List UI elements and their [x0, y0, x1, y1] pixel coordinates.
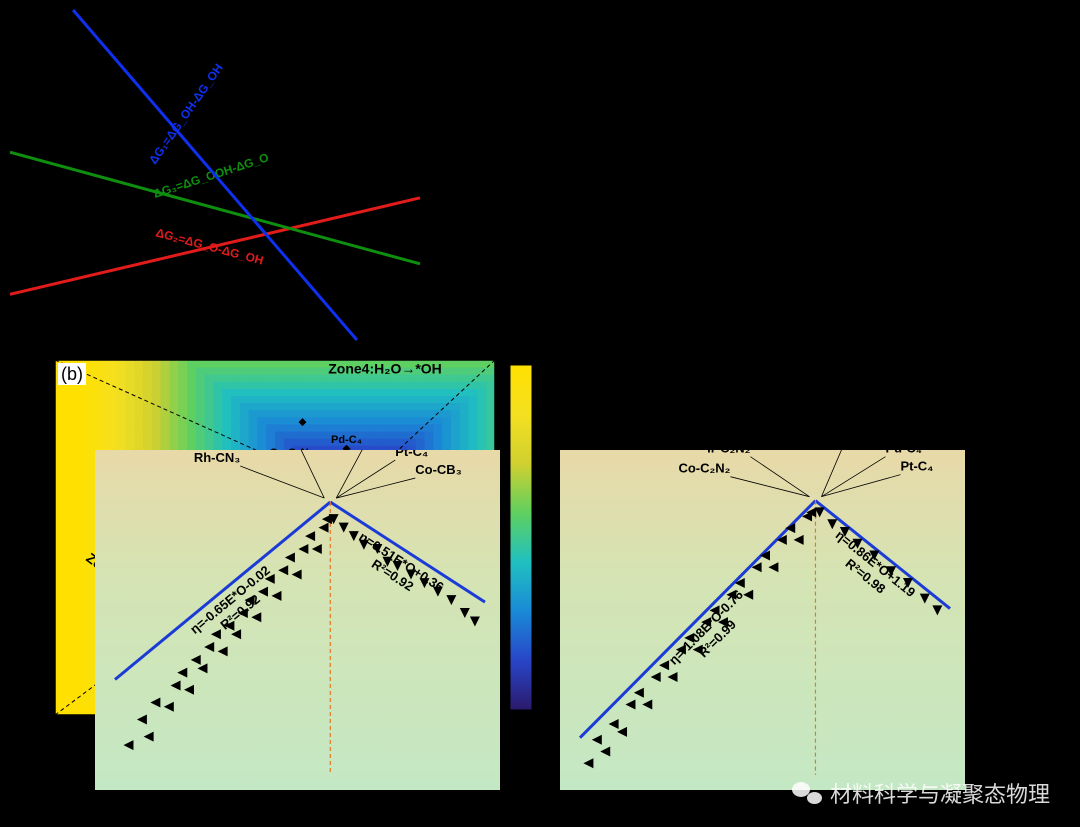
panel-c: η=-0.65E*O-0.02R²=0.92η=0.51E*O+0.36R²=0… [95, 450, 500, 790]
panel-a: ΔG₂=ΔG_O-ΔG_OH ΔG₃=ΔG_OOH-ΔG_OΔG₁=ΔG_OH-Δ… [0, 0, 430, 350]
svg-text:ΔG₂=ΔG_O-ΔG_OH: ΔG₂=ΔG_O-ΔG_OH [154, 225, 265, 267]
watermark-text: 材料科学与凝聚态物理 [830, 777, 1050, 809]
svg-text:-1.0: -1.0 [30, 578, 48, 589]
svg-text:1: 1 [539, 653, 546, 668]
panel-d: η=-1.08E*O-0.76R²=0.99η=0.86E*O+1.19R²=0… [560, 450, 965, 790]
svg-text:-0.5: -0.5 [30, 556, 48, 567]
svg-text:3: 3 [539, 456, 546, 471]
svg-text:-3.0: -3.0 [30, 667, 48, 678]
svg-text:Ir-C₂N₂: Ir-C₂N₂ [707, 450, 751, 456]
panel-a-svg: ΔG₂=ΔG_O-ΔG_OH ΔG₃=ΔG_OOH-ΔG_OΔG₁=ΔG_OH-Δ… [0, 0, 430, 350]
svg-text:Rh-CN₃: Rh-CN₃ [194, 450, 240, 465]
svg-text:Co-C₂N₂: Co-C₂N₂ [678, 461, 730, 476]
svg-text:2: 2 [539, 554, 546, 569]
svg-text:2.5: 2.5 [33, 423, 47, 434]
svg-text:-2.0: -2.0 [30, 622, 48, 633]
svg-text:Pd-C₄: Pd-C₄ [885, 450, 922, 456]
svg-text:Co-CB₃: Co-CB₃ [415, 462, 461, 477]
svg-text:4: 4 [539, 357, 546, 372]
svg-text:3.5: 3.5 [33, 378, 47, 389]
panel-d-svg: η=-1.08E*O-0.76R²=0.99η=0.86E*O+1.19R²=0… [560, 450, 965, 790]
svg-text:ΔG*O-ΔG*OH (eV): ΔG*O-ΔG*OH (eV) [3, 473, 20, 601]
svg-text:-3.5: -3.5 [30, 689, 48, 700]
svg-text:0.5: 0.5 [539, 702, 557, 717]
panel-c-svg: η=-0.65E*O-0.02R²=0.92η=0.51E*O+0.36R²=0… [95, 450, 500, 790]
svg-text:1.5: 1.5 [539, 603, 557, 618]
wechat-icon [792, 780, 822, 806]
svg-text:Pd-C₄: Pd-C₄ [331, 434, 362, 446]
svg-text:-4.0: -4.0 [30, 711, 48, 722]
svg-text:1.5: 1.5 [33, 467, 47, 478]
svg-text:0.0: 0.0 [33, 534, 47, 545]
svg-text:2.5: 2.5 [539, 505, 557, 520]
svg-text:-1.5: -1.5 [30, 600, 48, 611]
svg-text:(b): (b) [61, 364, 83, 384]
svg-text:2.0: 2.0 [33, 445, 47, 456]
svg-text:Zone4:H₂O→*OH: Zone4:H₂O→*OH [328, 360, 442, 376]
svg-text:-4.0: -4.0 [46, 724, 64, 735]
svg-text:0.5: 0.5 [33, 511, 47, 522]
watermark: 材料科学与凝聚态物理 [792, 777, 1050, 809]
svg-text:-3.5: -3.5 [74, 724, 92, 735]
figure-grid: ΔG₂=ΔG_O-ΔG_OH ΔG₃=ΔG_OOH-ΔG_OΔG₁=ΔG_OH-Δ… [0, 0, 1080, 827]
svg-text:Pt-C₄: Pt-C₄ [395, 450, 428, 459]
svg-text:ΔG₁=ΔG_OH-ΔG_OH: ΔG₁=ΔG_OH-ΔG_OH [146, 61, 226, 167]
svg-text:Pt-C₄: Pt-C₄ [900, 459, 933, 474]
svg-text:4.0: 4.0 [33, 356, 47, 367]
svg-text:1.0: 1.0 [33, 489, 47, 500]
svg-text:3.5: 3.5 [539, 406, 557, 421]
svg-text:ΔG₃=ΔG_OOH-ΔG_O: ΔG₃=ΔG_OOH-ΔG_O [152, 150, 271, 201]
svg-text:-2.5: -2.5 [30, 644, 48, 655]
svg-text:3.0: 3.0 [33, 400, 47, 411]
